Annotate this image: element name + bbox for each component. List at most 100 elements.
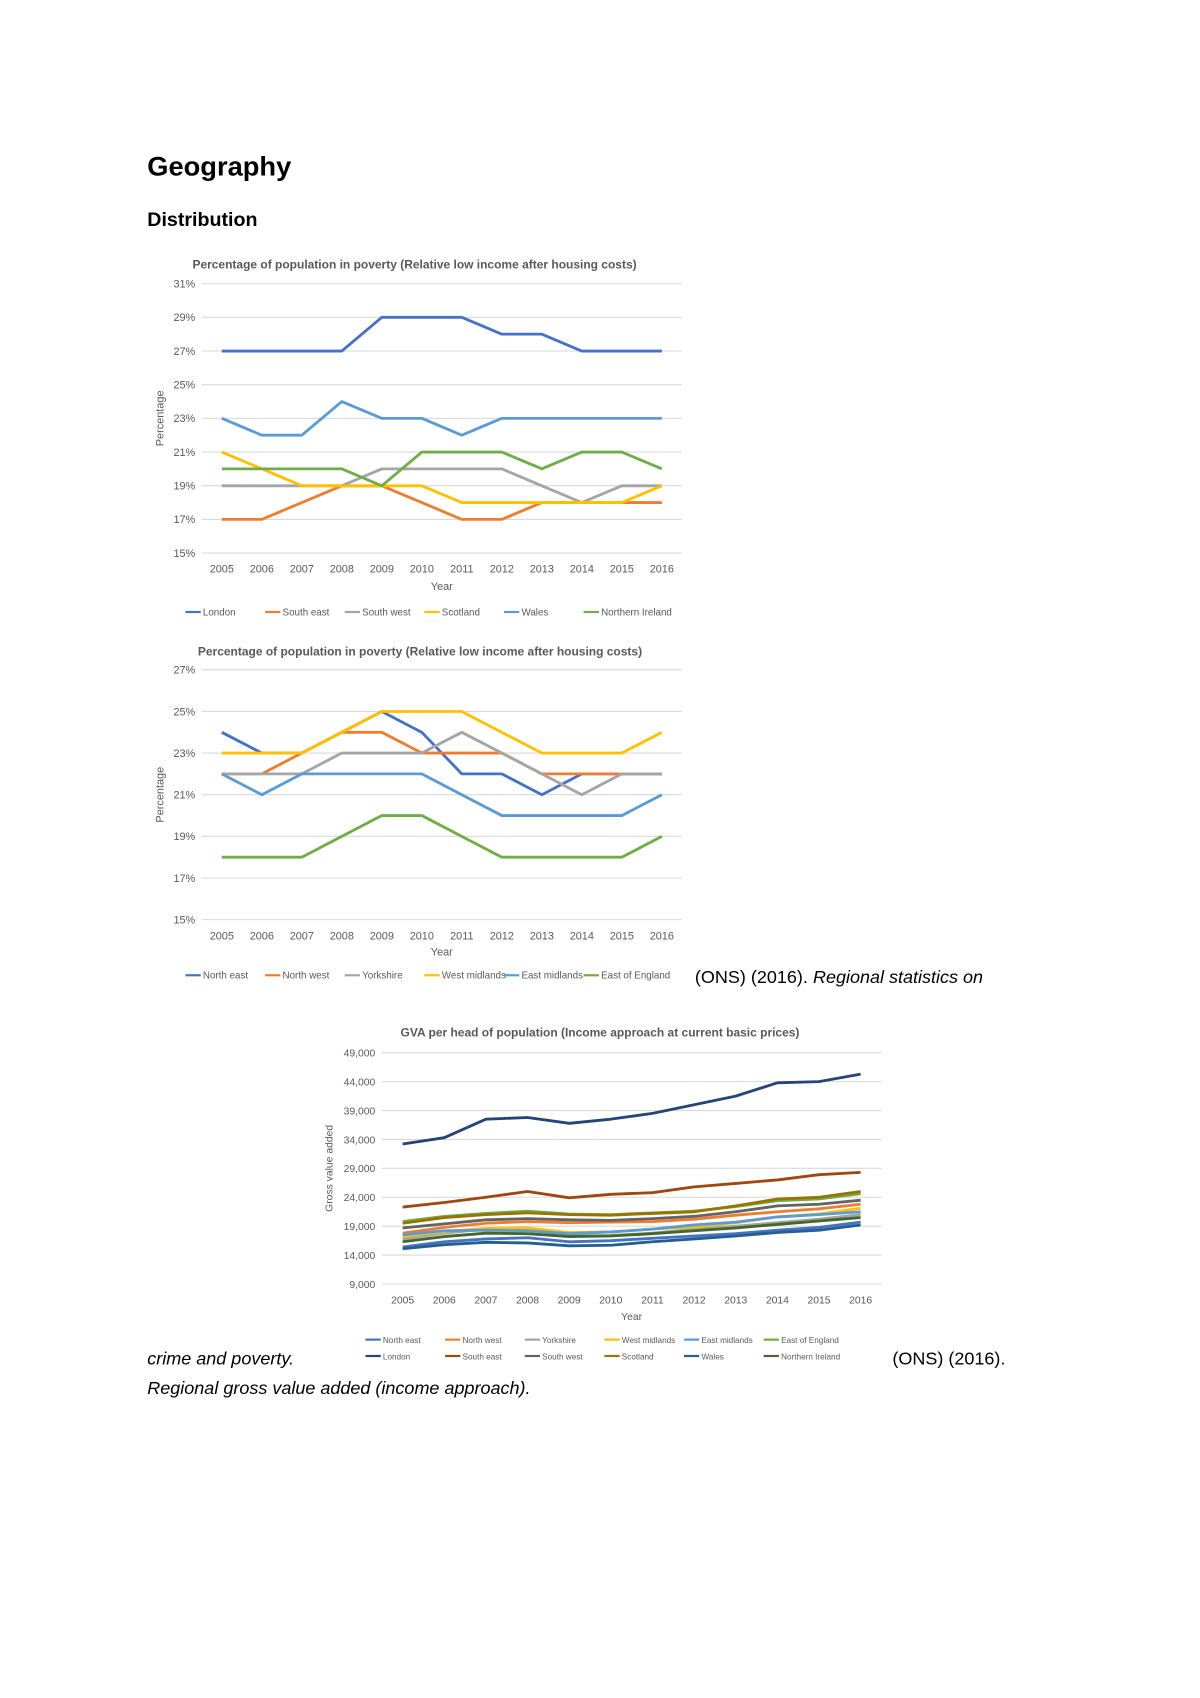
gva-chart: GVA per head of population (Income appro… xyxy=(325,1025,882,1361)
legend-label: South east xyxy=(283,607,330,618)
x-tick-label: 2015 xyxy=(807,1296,830,1307)
y-tick-label: 49,000 xyxy=(344,1049,376,1060)
series-line-east-of-england xyxy=(221,814,663,859)
legend-label: Scotland xyxy=(442,607,480,618)
y-tick-label: 23% xyxy=(173,413,195,425)
y-tick-label: 21% xyxy=(173,790,195,802)
x-tick-label: 2008 xyxy=(516,1296,539,1307)
page-heading: Geography xyxy=(147,151,292,183)
y-tick-label: 31% xyxy=(173,278,195,290)
x-tick-label: 2008 xyxy=(330,930,354,942)
chart-title: GVA per head of population (Income appro… xyxy=(401,1025,800,1039)
y-axis-label: Percentage xyxy=(155,767,167,823)
x-tick-label: 2007 xyxy=(290,564,314,576)
x-tick-label: 2016 xyxy=(849,1296,872,1307)
legend-label: Scotland xyxy=(622,1352,654,1361)
x-tick-label: 2005 xyxy=(210,564,234,576)
y-tick-label: 19% xyxy=(173,481,195,493)
x-tick-label: 2007 xyxy=(290,930,314,942)
x-tick-label: 2006 xyxy=(250,564,274,576)
x-tick-label: 2009 xyxy=(370,564,394,576)
legend-label: East midlands xyxy=(701,1336,752,1345)
series-line-east-midlands xyxy=(402,1210,861,1237)
x-tick-label: 2016 xyxy=(650,564,674,576)
y-tick-label: 27% xyxy=(173,346,195,358)
legend-label: Yorkshire xyxy=(542,1336,576,1345)
y-tick-label: 19,000 xyxy=(344,1222,376,1233)
series-line-south-west xyxy=(221,467,662,504)
legend-label: Wales xyxy=(701,1352,723,1361)
poverty-chart-1: Percentage of population in poverty (Rel… xyxy=(155,257,682,618)
y-tick-label: 24,000 xyxy=(344,1193,376,1204)
y-tick-label: 21% xyxy=(173,447,195,459)
series-line-north-west xyxy=(221,730,662,776)
legend-label: London xyxy=(203,607,236,618)
x-tick-label: 2010 xyxy=(410,564,434,576)
caption-line-3: Regional gross value added (income appro… xyxy=(147,1378,531,1399)
series-line-wales xyxy=(221,400,662,437)
x-tick-label: 2008 xyxy=(330,564,354,576)
series-line-scotland xyxy=(221,450,663,504)
x-tick-label: 2011 xyxy=(641,1296,664,1307)
y-tick-label: 15% xyxy=(173,548,195,560)
chart-title: Percentage of population in poverty (Rel… xyxy=(192,257,636,271)
caption-source-2: (ONS) (2016). xyxy=(892,1349,1006,1370)
x-tick-label: 2012 xyxy=(490,930,514,942)
y-tick-label: 23% xyxy=(173,748,195,760)
x-tick-label: 2013 xyxy=(530,564,554,576)
legend-label: South east xyxy=(463,1352,503,1361)
series-line-yorkshire xyxy=(221,730,662,797)
x-tick-label: 2006 xyxy=(250,930,274,942)
y-tick-label: 9,000 xyxy=(349,1280,375,1291)
legend-label: East midlands xyxy=(521,971,583,982)
series-line-south-west xyxy=(402,1198,861,1230)
section-heading: Distribution xyxy=(147,208,258,231)
caption-line-2: crime and poverty. xyxy=(147,1349,294,1370)
x-tick-label: 2012 xyxy=(683,1296,706,1307)
x-tick-label: 2011 xyxy=(450,564,473,576)
legend-label: Northern Ireland xyxy=(781,1352,841,1361)
series-line-northern-ireland xyxy=(402,1216,861,1244)
legend-label: South west xyxy=(542,1352,583,1361)
series-line-north-east xyxy=(402,1220,861,1249)
x-axis-label: Year xyxy=(621,1312,642,1323)
legend-label: North west xyxy=(463,1336,503,1345)
y-tick-label: 29,000 xyxy=(344,1164,376,1175)
x-tick-label: 2006 xyxy=(433,1296,456,1307)
y-tick-label: 44,000 xyxy=(344,1077,376,1088)
x-tick-label: 2012 xyxy=(490,564,514,576)
legend-label: West midlands xyxy=(442,971,506,982)
y-tick-label: 17% xyxy=(173,514,195,526)
series-line-wales xyxy=(402,1223,861,1251)
y-tick-label: 27% xyxy=(173,665,195,677)
legend-label: South west xyxy=(362,607,411,618)
legend-label: Yorkshire xyxy=(362,971,403,982)
x-tick-label: 2015 xyxy=(610,930,634,942)
y-tick-label: 39,000 xyxy=(344,1106,376,1117)
legend-label: East of England xyxy=(601,971,670,982)
poverty-chart-2: Percentage of population in poverty (Rel… xyxy=(155,645,682,982)
legend-label: North west xyxy=(283,971,330,982)
series-line-north-west xyxy=(402,1202,861,1235)
y-axis-label: Percentage xyxy=(155,391,167,447)
legend-label: North east xyxy=(203,971,248,982)
y-tick-label: 34,000 xyxy=(344,1135,376,1146)
legend-label: London xyxy=(383,1352,411,1361)
legend-label: East of England xyxy=(781,1336,839,1345)
x-tick-label: 2010 xyxy=(410,930,434,942)
series-line-northern-ireland xyxy=(221,450,663,488)
series-line-london xyxy=(221,315,662,353)
caption-line-1: (ONS) (2016). Regional statistics on xyxy=(695,968,983,989)
series-line-west-midlands xyxy=(221,710,663,755)
x-tick-label: 2016 xyxy=(650,930,674,942)
x-tick-label: 2009 xyxy=(370,930,394,942)
legend-label: North east xyxy=(383,1336,421,1345)
series-line-south-east xyxy=(402,1170,861,1209)
series-line-east-midlands xyxy=(221,772,663,817)
x-tick-label: 2011 xyxy=(450,930,473,942)
x-tick-label: 2014 xyxy=(766,1296,789,1307)
x-tick-label: 2010 xyxy=(599,1296,622,1307)
y-tick-label: 14,000 xyxy=(344,1251,376,1262)
x-tick-label: 2013 xyxy=(724,1296,747,1307)
